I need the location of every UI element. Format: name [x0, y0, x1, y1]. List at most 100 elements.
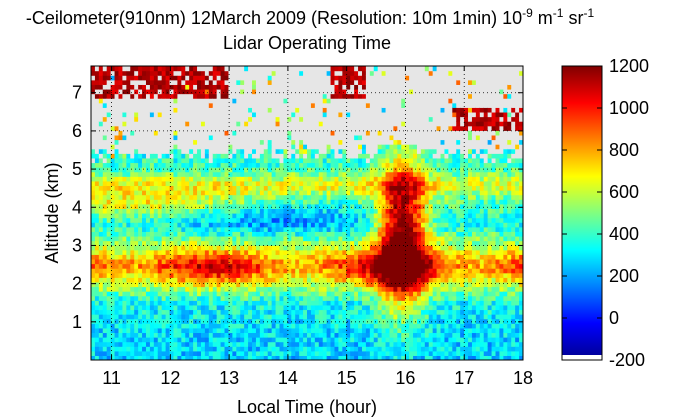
heatmap-cell	[138, 323, 143, 329]
heatmap-cell	[169, 171, 175, 177]
heatmap-cell	[114, 258, 120, 265]
heatmap-cell	[244, 318, 249, 324]
heatmap-cell	[145, 102, 151, 108]
heatmap-cell	[350, 162, 355, 168]
heatmap-cell	[369, 226, 375, 232]
heatmap-cell	[200, 318, 206, 324]
heatmap-cell	[267, 162, 273, 168]
heatmap-cell	[263, 171, 269, 177]
heatmap-cell	[240, 222, 245, 228]
heatmap-cell	[259, 93, 265, 99]
heatmap-cell	[232, 102, 237, 108]
heatmap-cell	[314, 235, 320, 242]
heatmap-cell	[134, 291, 139, 297]
heatmap-cell	[232, 350, 237, 356]
heatmap-cell	[358, 226, 363, 232]
heatmap-cell	[369, 235, 375, 242]
heatmap-cell	[365, 139, 371, 145]
heatmap-cell	[299, 245, 304, 251]
heatmap-cell	[200, 254, 206, 260]
heatmap-cell	[303, 213, 308, 219]
heatmap-cell	[314, 217, 320, 223]
heatmap-cell	[244, 258, 249, 265]
heatmap-cell	[350, 130, 355, 136]
heatmap-cell	[110, 121, 116, 127]
heatmap-cell	[153, 84, 159, 90]
heatmap-cell	[275, 134, 281, 141]
heatmap-cell	[114, 226, 120, 232]
heatmap-cell	[259, 180, 265, 187]
heatmap-cell	[338, 222, 343, 228]
heatmap-cell	[342, 66, 347, 72]
heatmap-cell	[138, 162, 143, 168]
heatmap-cell	[145, 309, 151, 315]
heatmap-cell	[224, 157, 230, 164]
heatmap-cell	[275, 194, 281, 200]
heatmap-cell	[307, 286, 312, 292]
heatmap-cell	[389, 125, 394, 131]
heatmap-cell	[161, 185, 167, 191]
heatmap-cell	[130, 167, 135, 173]
heatmap-cell	[307, 70, 312, 76]
heatmap-cell	[358, 93, 363, 99]
heatmap-cell	[165, 75, 171, 81]
heatmap-cell	[381, 116, 387, 122]
heatmap-cell	[267, 88, 273, 95]
heatmap-cell	[326, 355, 332, 360]
heatmap-cell	[350, 295, 355, 301]
heatmap-cell	[161, 350, 167, 356]
heatmap-cell	[350, 263, 355, 269]
heatmap-cell	[279, 337, 285, 343]
heatmap-cell	[122, 70, 127, 76]
heatmap-cell	[94, 176, 100, 182]
heatmap-cell	[283, 167, 288, 173]
heatmap-cell	[267, 190, 273, 196]
heatmap-cell	[342, 171, 347, 177]
heatmap-cell	[299, 277, 304, 283]
heatmap-cell	[200, 139, 206, 145]
heatmap-cell	[91, 180, 96, 187]
heatmap-cell	[307, 235, 312, 242]
heatmap-cell	[153, 75, 159, 81]
heatmap-cell	[193, 171, 198, 177]
heatmap-cell	[330, 314, 336, 320]
heatmap-cell	[283, 139, 288, 145]
heatmap-cell	[322, 111, 328, 118]
heatmap-cell	[138, 79, 143, 85]
heatmap-cell	[118, 208, 124, 214]
heatmap-cell	[287, 116, 292, 122]
heatmap-cell	[279, 346, 285, 352]
heatmap-cell	[369, 323, 375, 329]
heatmap-cell	[338, 249, 343, 255]
heatmap-cell	[153, 263, 159, 269]
heatmap-cell	[330, 249, 336, 255]
heatmap-cell	[295, 148, 300, 154]
heatmap-cell	[252, 194, 257, 200]
heatmap-cell	[350, 66, 355, 72]
heatmap-cell	[98, 231, 104, 237]
heatmap-cell	[224, 213, 230, 219]
heatmap-cell	[307, 217, 312, 223]
heatmap-cell	[252, 84, 257, 90]
heatmap-cell	[267, 213, 273, 219]
heatmap-cell	[267, 341, 273, 347]
heatmap-cell	[279, 235, 285, 242]
heatmap-cell	[204, 341, 210, 347]
heatmap-cell	[295, 222, 300, 228]
heatmap-cell	[299, 272, 304, 278]
heatmap-cell	[350, 121, 355, 127]
heatmap-cell	[91, 281, 96, 288]
heatmap-cell	[138, 309, 143, 315]
heatmap-cell	[295, 203, 300, 209]
heatmap-cell	[385, 203, 391, 209]
heatmap-cell	[149, 88, 155, 95]
heatmap-cell	[338, 272, 343, 278]
heatmap-cell	[134, 346, 139, 352]
heatmap-cell	[342, 93, 347, 99]
heatmap-cell	[314, 254, 320, 260]
heatmap-cell	[346, 235, 351, 242]
heatmap-cell	[244, 304, 249, 311]
heatmap-cell	[373, 125, 379, 131]
heatmap-cell	[118, 263, 124, 269]
heatmap-cell	[342, 263, 347, 269]
